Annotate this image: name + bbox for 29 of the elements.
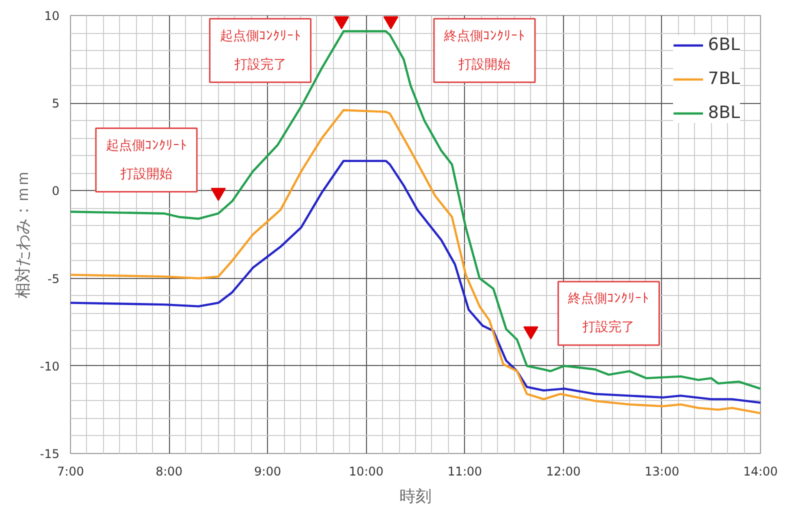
x-tick-label: 12:00	[546, 464, 581, 478]
annotation: 終点側ｺﾝｸﾘｰﾄ打設完了	[567, 292, 650, 336]
y-tick-label: -15	[40, 447, 60, 461]
x-tick-label: 8:00	[156, 464, 183, 478]
annotation: 起点側ｺﾝｸﾘｰﾄ打設完了	[220, 28, 301, 72]
point	[210, 188, 226, 202]
point	[383, 16, 398, 30]
y-tick-label: -10	[40, 359, 60, 374]
line-series	[70, 160, 760, 404]
y-tick-label: 0	[52, 184, 60, 198]
x-tick-label: 14:00	[743, 464, 778, 478]
x-tick-label: 11:00	[447, 464, 482, 478]
x-tick-label: 7:00	[57, 464, 84, 478]
legend-label: 7BL	[708, 69, 740, 89]
legend-label: 8BL	[708, 103, 740, 123]
y-tick-label: 10	[44, 9, 60, 23]
y-axis-title: 相対たわみ：ｍｍ	[12, 170, 32, 298]
legend-label: 6BL	[708, 35, 740, 55]
y-tick-label: -5	[48, 272, 60, 286]
line-series	[70, 30, 760, 390]
point	[334, 16, 350, 30]
annotation: 終点側ｺﾝｸﾘｰﾄ打設開始	[443, 28, 525, 72]
annotation: 起点側ｺﾝｸﾘｰﾄ打設開始	[106, 138, 187, 182]
x-axis-title: 時刻	[400, 486, 432, 506]
x-tick-label: 10:00	[348, 464, 384, 478]
point	[523, 326, 538, 340]
x-tick-label: 13:00	[644, 464, 680, 478]
x-tick-label: 9:00	[254, 464, 282, 478]
y-tick-label: 5	[52, 96, 60, 111]
